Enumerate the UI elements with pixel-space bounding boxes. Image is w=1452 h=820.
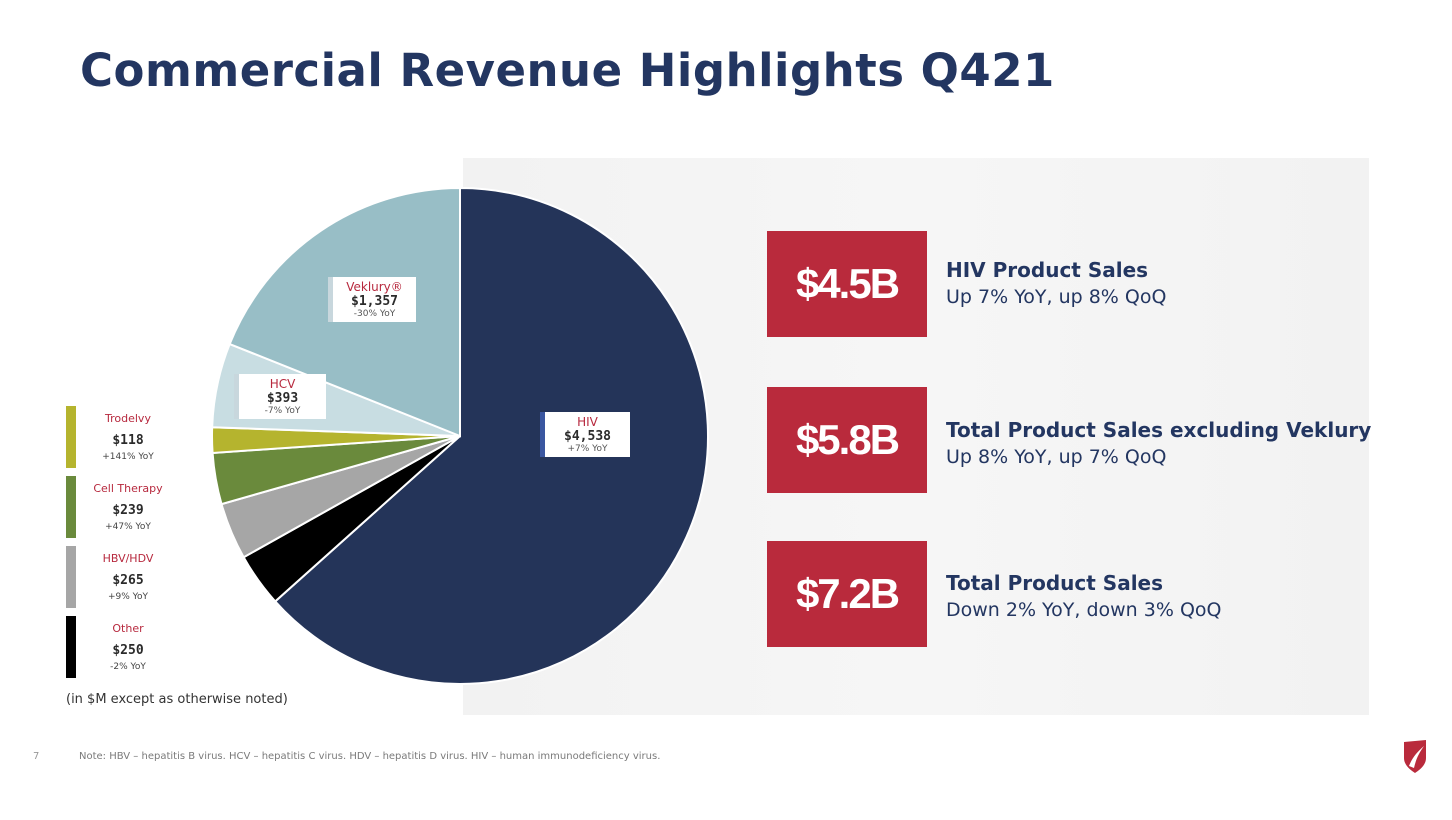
kpi-hiv-subtitle: Up 7% YoY, up 8% QoQ (946, 286, 1167, 308)
legend-trodelvy-name: Trodelvy (105, 412, 151, 425)
pie-label-hcv-name: HCV (269, 377, 296, 391)
pie-label-hiv-value: $4,538 (564, 429, 611, 444)
legend-other-change: -2% YoY (110, 662, 146, 672)
pie-label-hcv: HCV $393 -7% YoY (234, 374, 326, 419)
legend-swatch-cell-therapy (66, 476, 76, 538)
company-logo-icon (1404, 740, 1426, 773)
pie-label-veklury: Veklury® $1,357 -30% YoY (328, 277, 416, 322)
legend-cell-therapy-name: Cell Therapy (93, 482, 163, 495)
legend-other-value: $250 (112, 643, 144, 658)
page-number: 7 (33, 751, 40, 762)
kpi-total-text: Total Product Sales Down 2% YoY, down 3%… (946, 571, 1221, 621)
legend-item-hbv-hdv: HBV/HDV $265 +9% YoY (66, 546, 176, 608)
kpi-total-title: Total Product Sales (946, 571, 1164, 595)
legend-hbv-hdv-change: +9% YoY (108, 592, 148, 602)
pie-label-veklury-value: $1,357 (351, 294, 398, 309)
kpi-hiv-title: HIV Product Sales (946, 258, 1149, 282)
legend-other-name: Other (112, 622, 144, 635)
legend-hbv-hdv-value: $265 (112, 573, 144, 588)
pie-label-hiv: HIV $4,538 +7% YoY (540, 412, 630, 457)
legend-hbv-hdv-name: HBV/HDV (102, 552, 154, 565)
revenue-pie-chart (211, 186, 709, 685)
pie-slice-hiv (273, 186, 709, 685)
pie-label-veklury-change: -30% YoY (353, 309, 396, 319)
page-title: Commercial Revenue Highlights Q421 (80, 44, 1055, 97)
pie-label-veklury-name: Veklury® (346, 280, 403, 294)
kpi-total-value: $7.2B (767, 541, 927, 647)
kpi-excl-veklury-text: Total Product Sales excluding Veklury Up… (946, 418, 1371, 468)
pie-label-hcv-value: $393 (266, 391, 299, 406)
legend-item-other: Other $250 -2% YoY (66, 616, 176, 678)
legend-cell-therapy-value: $239 (112, 503, 144, 518)
kpi-excl-veklury-subtitle: Up 8% YoY, up 7% QoQ (946, 446, 1167, 468)
legend-item-trodelvy: Trodelvy $118 +141% YoY (66, 406, 176, 468)
kpi-hiv-value: $4.5B (767, 231, 927, 337)
units-note: (in $M except as otherwise noted) (66, 692, 288, 707)
kpi-excl-veklury-value: $5.8B (767, 387, 927, 493)
legend-swatch-hbv-hdv (66, 546, 76, 608)
pie-label-hiv-change: +7% YoY (567, 444, 608, 454)
legend-swatch-trodelvy (66, 406, 76, 468)
legend-trodelvy-value: $118 (112, 433, 144, 448)
legend-item-cell-therapy: Cell Therapy $239 +47% YoY (66, 476, 176, 538)
legend-cell-therapy-change: +47% YoY (105, 522, 151, 532)
footnote: Note: HBV – hepatitis B virus. HCV – hep… (79, 751, 661, 762)
kpi-excl-veklury-title: Total Product Sales excluding Veklury (946, 418, 1372, 442)
kpi-hiv-text: HIV Product Sales Up 7% YoY, up 8% QoQ (946, 258, 1166, 308)
pie-label-hcv-change: -7% YoY (264, 406, 301, 416)
legend-swatch-other (66, 616, 76, 678)
kpi-total-subtitle: Down 2% YoY, down 3% QoQ (946, 599, 1222, 621)
pie-label-hiv-name: HIV (577, 415, 598, 429)
legend-trodelvy-change: +141% YoY (102, 452, 154, 462)
